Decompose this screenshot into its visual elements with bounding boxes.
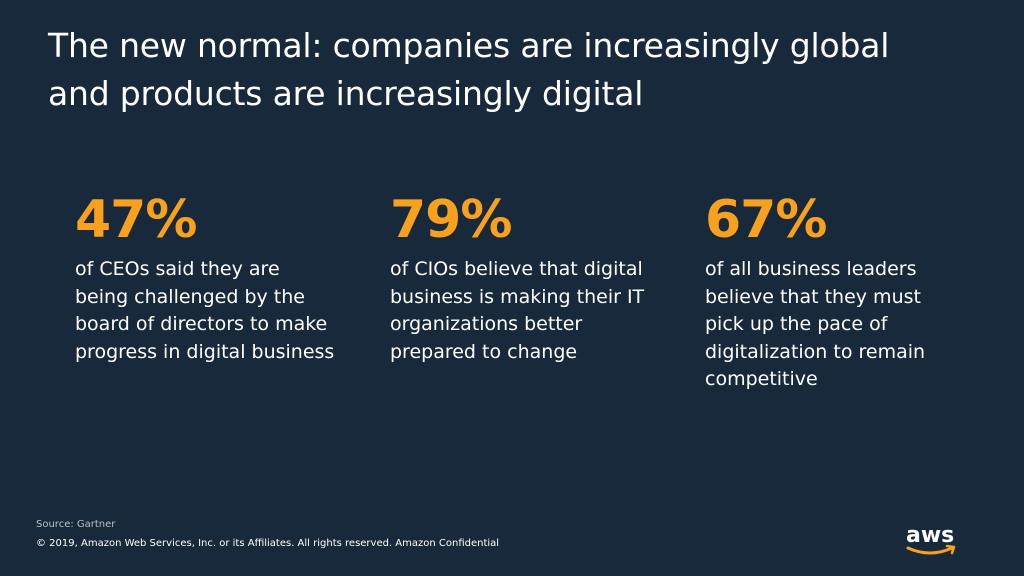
aws-logo-text: aws <box>906 523 954 548</box>
stat-ceo: 47% of CEOs said they are being challeng… <box>75 190 335 366</box>
stat-description: of CIOs believe that digital business is… <box>390 258 645 363</box>
slide-title: The new normal: companies are increasing… <box>48 26 890 113</box>
stat-value: 67% <box>705 190 827 250</box>
stat-description: of all business leaders believe that the… <box>705 258 926 390</box>
stat-cio: 79% of CIOs believe that digital busines… <box>390 190 650 366</box>
stat-value: 79% <box>390 190 512 250</box>
stat-description: of CEOs said they are being challenged b… <box>75 258 335 363</box>
stat-business-leaders: 67% of all business leaders believe that… <box>705 190 965 394</box>
copyright-note: © 2019, Amazon Web Services, Inc. or its… <box>36 538 500 549</box>
source-note: Source: Gartner <box>36 519 116 530</box>
stat-value: 47% <box>75 190 197 250</box>
aws-logo-icon: aws <box>906 523 956 555</box>
